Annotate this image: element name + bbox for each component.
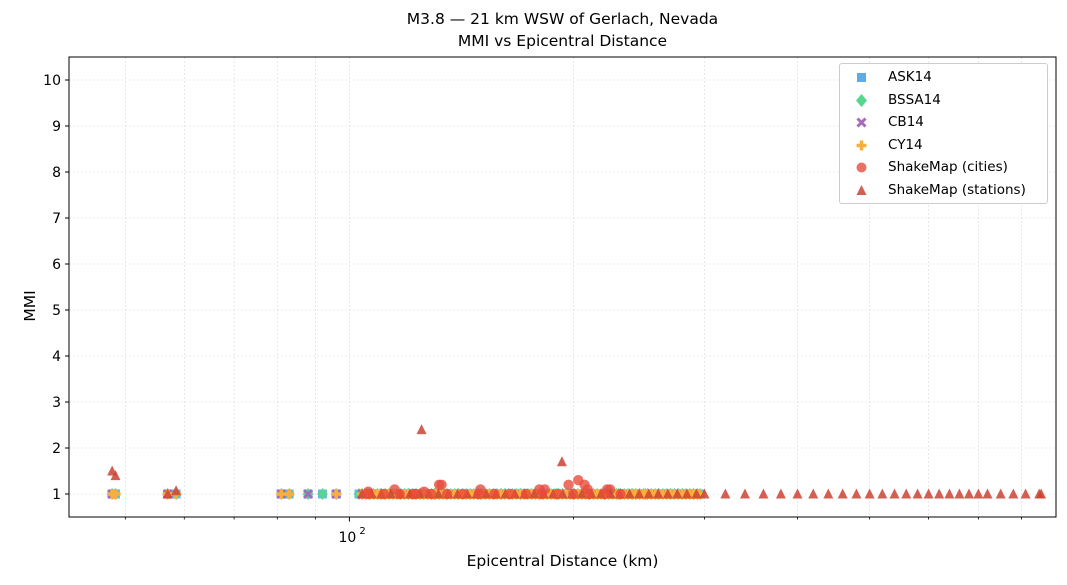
legend: ASK14 BSSA14 CB14 CY14 ShakeMap (cities)… (839, 63, 1048, 204)
axes-frame (68, 56, 1057, 518)
x-axis-ticks: 10 2 (124, 517, 1022, 546)
legend-item-ask14: ASK14 (840, 67, 932, 87)
svg-text:4: 4 (52, 349, 61, 365)
svg-text:2: 2 (52, 441, 61, 457)
svg-text:10: 10 (338, 530, 356, 546)
triangle-marker-icon (840, 180, 888, 200)
svg-text:1: 1 (52, 487, 61, 503)
svg-text:3: 3 (52, 395, 61, 411)
svg-text:6: 6 (52, 257, 61, 273)
chart-title: M3.8 — 21 km WSW of Gerlach, Nevada (406, 10, 719, 28)
legend-item-shakemap-stations: ShakeMap (stations) (840, 180, 1026, 200)
y-axis-label: MMI (21, 290, 39, 322)
x-axis-label: Epicentral Distance (km) (466, 552, 659, 570)
svg-text:9: 9 (52, 119, 61, 135)
x-marker-icon (840, 112, 888, 132)
circle-marker-icon (840, 157, 888, 177)
legend-item-cb14: CB14 (840, 112, 924, 132)
plus-marker-icon (840, 135, 888, 155)
data-points (106, 424, 1047, 500)
svg-text:5: 5 (52, 303, 61, 319)
legend-item-bssa14: BSSA14 (840, 90, 941, 110)
legend-item-cy14: CY14 (840, 135, 923, 155)
svg-text:8: 8 (52, 165, 61, 181)
legend-item-shakemap-cities: ShakeMap (cities) (840, 157, 1008, 177)
svg-text:10: 10 (43, 73, 61, 89)
diamond-marker-icon (840, 90, 888, 110)
chart-subtitle: MMI vs Epicentral Distance (457, 32, 668, 50)
svg-text:2: 2 (359, 526, 365, 537)
y-axis-ticks: 1 2 3 4 5 6 7 8 9 10 (43, 73, 69, 503)
square-marker-icon (840, 67, 888, 87)
svg-text:7: 7 (52, 211, 61, 227)
